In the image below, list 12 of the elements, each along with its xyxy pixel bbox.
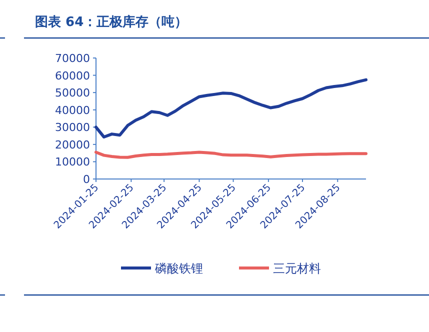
y-tick-label: 70000 — [55, 52, 90, 65]
y-tick-label: 0 — [83, 173, 90, 186]
y-tick-label: 20000 — [55, 138, 90, 152]
y-tick-label: 50000 — [55, 86, 90, 100]
legend-label: 磷酸铁锂 — [154, 262, 203, 276]
y-tick-label: 30000 — [55, 121, 90, 134]
y-tick-label: 60000 — [55, 69, 90, 82]
legend-label: 三元材料 — [273, 262, 321, 276]
line-series — [94, 78, 368, 138]
y-tick-label: 10000 — [55, 156, 90, 169]
chart-title: 图表 64：正极库存（吨） — [35, 14, 188, 30]
y-tick-label: 40000 — [55, 104, 90, 117]
